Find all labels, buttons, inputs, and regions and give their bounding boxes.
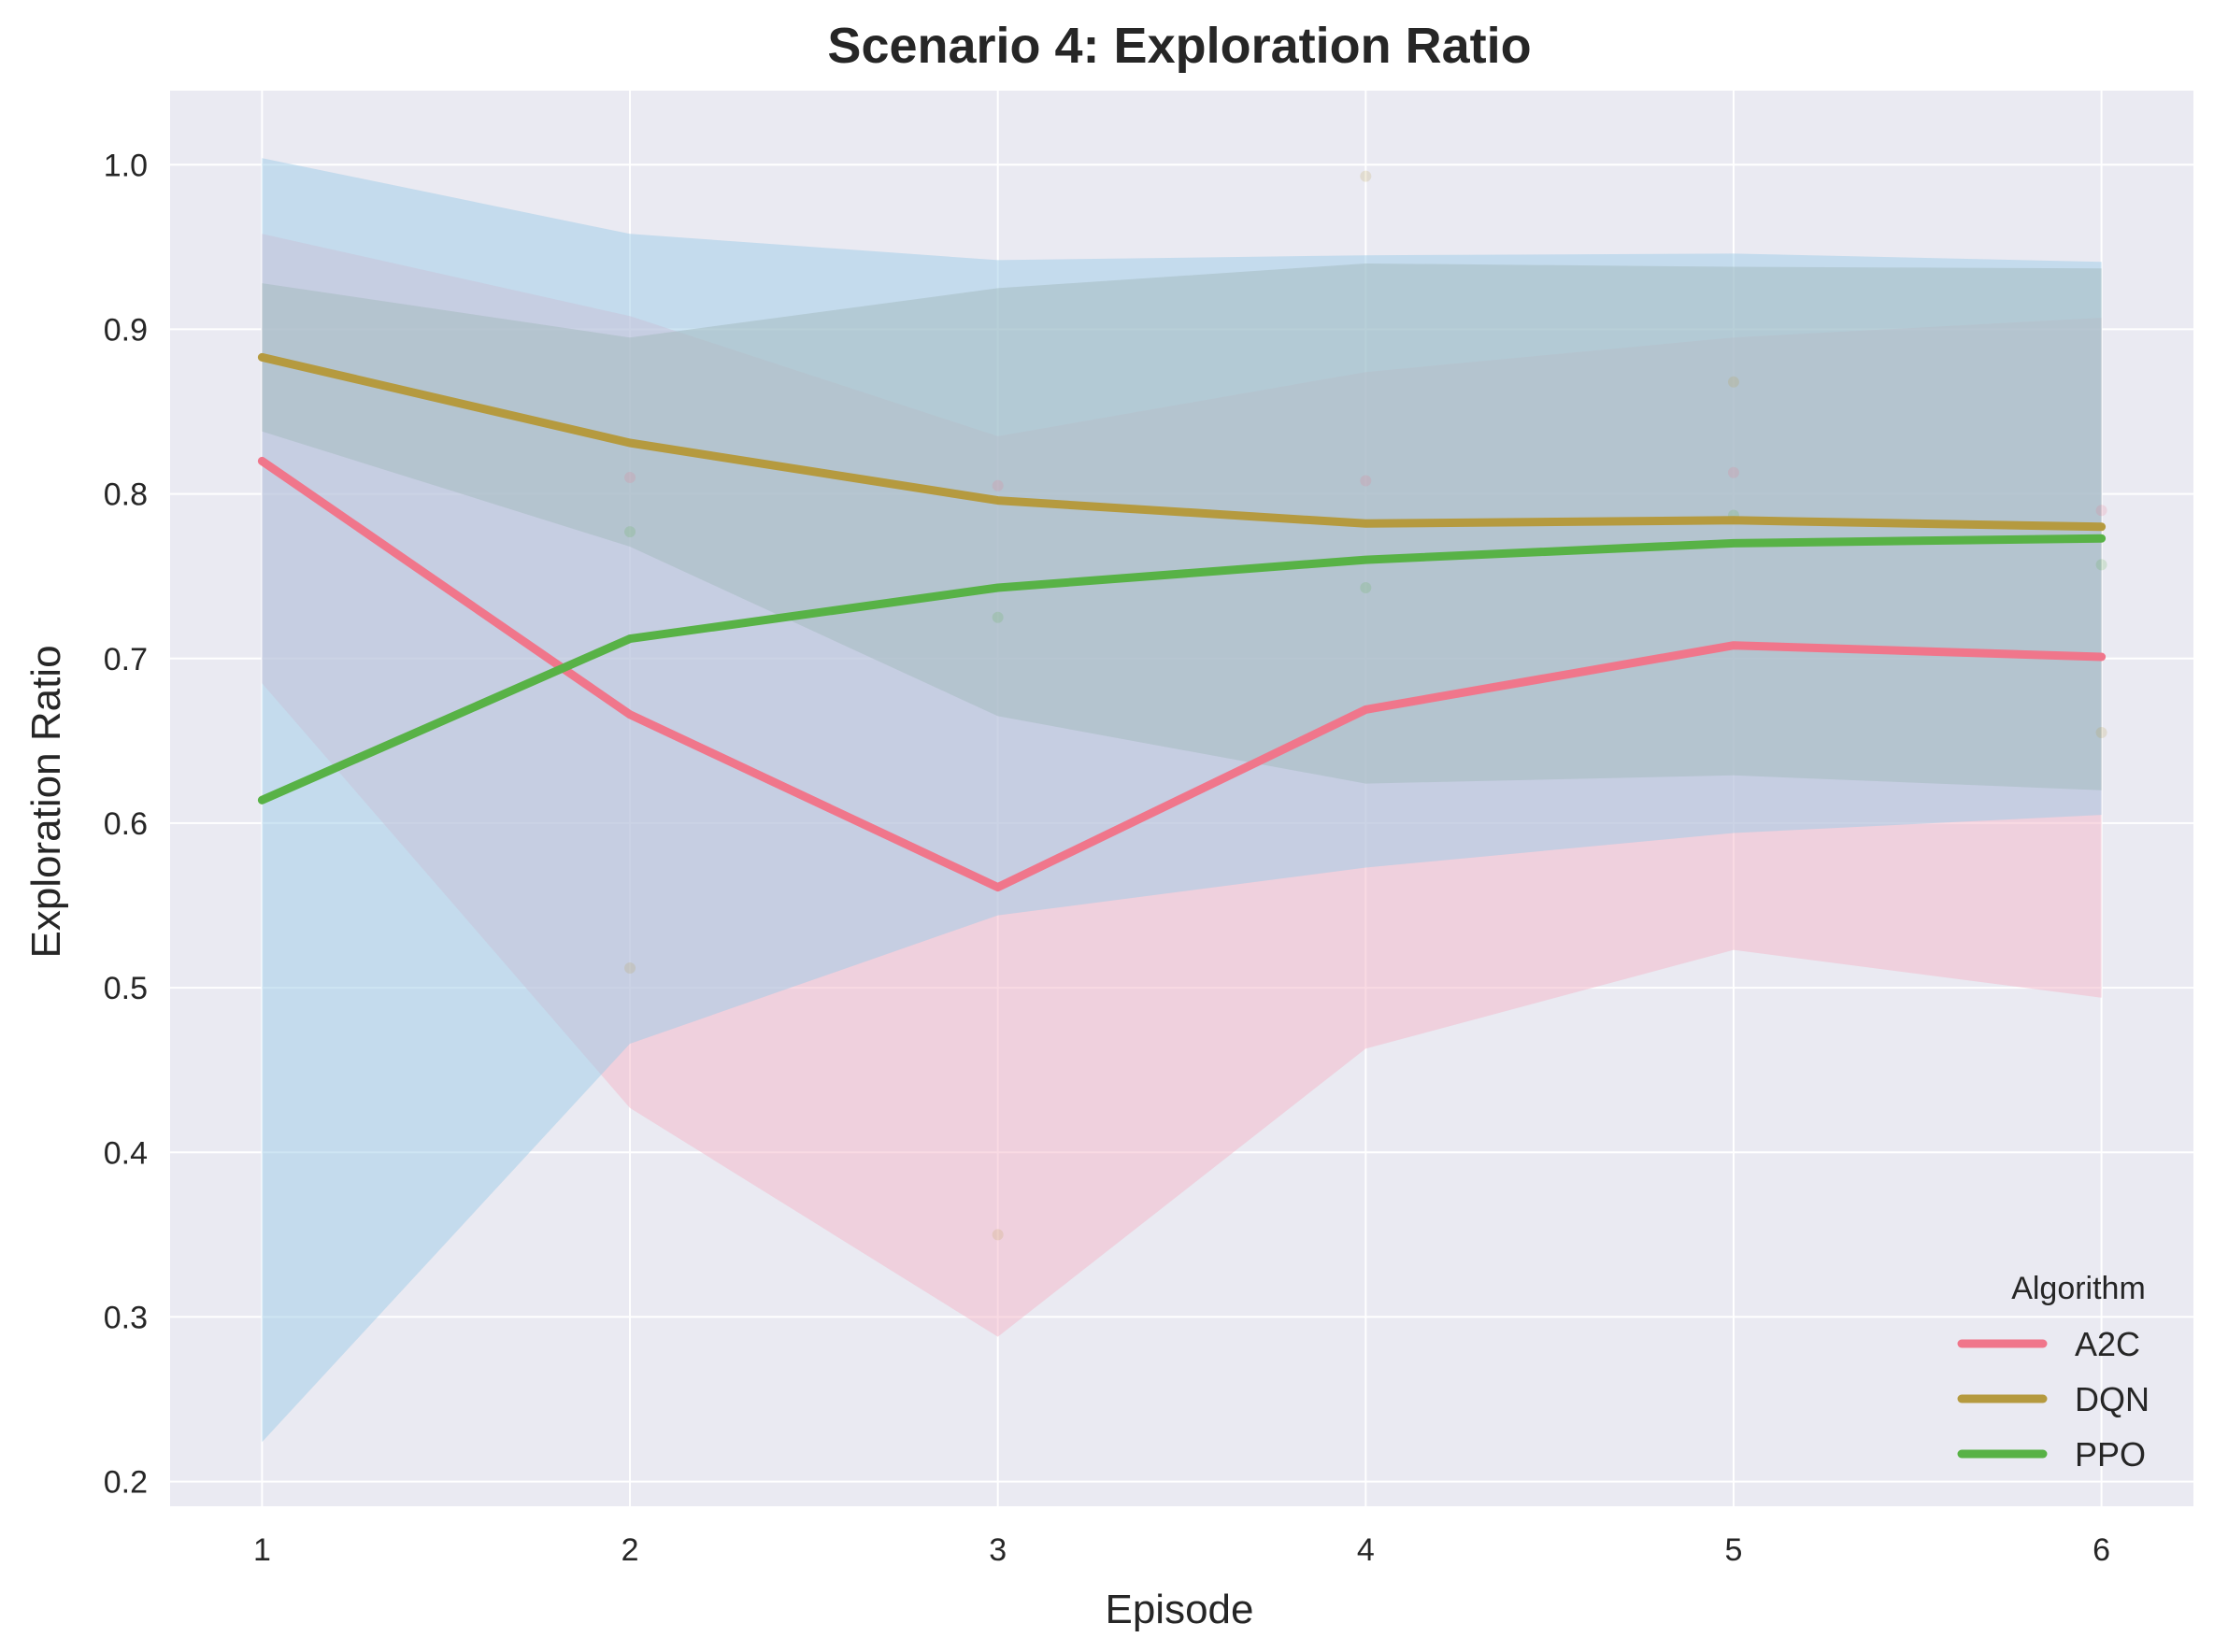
series-line-dqn	[257, 352, 2107, 532]
y-tick-label: 0.3	[104, 1300, 148, 1335]
data-point-ppo	[992, 611, 1004, 623]
legend-title: Algorithm	[2011, 1271, 2146, 1306]
x-tick-label: 5	[1724, 1532, 1742, 1568]
plot-area	[170, 91, 2193, 1506]
y-tick-label: 0.7	[104, 642, 148, 677]
data-point-a2c	[1727, 466, 1739, 478]
y-tick-label: 0.2	[104, 1465, 148, 1501]
data-point-dqn	[2095, 727, 2107, 739]
x-tick-label: 1	[253, 1532, 271, 1568]
legend-label-dqn: DQN	[2075, 1380, 2150, 1418]
y-tick-label: 0.8	[104, 477, 148, 513]
y-tick-label: 0.6	[104, 806, 148, 842]
x-tick-label: 6	[2093, 1532, 2110, 1568]
data-point-dqn	[624, 961, 636, 974]
x-tick-label: 2	[621, 1532, 639, 1568]
series-line-a2c	[257, 456, 2107, 892]
data-point-dqn	[1360, 170, 1372, 182]
legend: Algorithm A2C DQN PPO	[1957, 1271, 2150, 1474]
x-tick-label: 3	[989, 1532, 1007, 1568]
y-tick-label: 1.0	[104, 148, 148, 183]
data-point-a2c	[1360, 475, 1372, 487]
data-point-ppo	[2095, 559, 2107, 571]
y-tick-label: 0.5	[104, 971, 148, 1006]
chart-title: Scenario 4: Exploration Ratio	[827, 18, 1531, 74]
series-line-ppo	[257, 534, 2107, 805]
legend-label-ppo: PPO	[2075, 1435, 2146, 1474]
y-tick-label: 0.4	[104, 1135, 148, 1171]
data-point-a2c	[624, 471, 636, 483]
data-point-a2c	[992, 479, 1004, 491]
axis-ticks: 1 2 3 4 5 6 0.2 0.3 0.4 0.5 0.6 0.7 0.8 0.9 1.0	[104, 148, 2110, 1568]
legend-label-a2c: A2C	[2075, 1325, 2140, 1363]
data-point-dqn	[992, 1229, 1004, 1241]
data-point-dqn	[1727, 376, 1739, 388]
x-axis-label: Episode	[1105, 1587, 1253, 1632]
data-point-ppo	[1360, 582, 1372, 594]
y-tick-label: 0.9	[104, 312, 148, 348]
data-point-ppo	[624, 526, 636, 538]
x-tick-label: 4	[1357, 1532, 1375, 1568]
y-axis-label: Exploration Ratio	[23, 645, 69, 958]
data-point-a2c	[2095, 505, 2107, 517]
